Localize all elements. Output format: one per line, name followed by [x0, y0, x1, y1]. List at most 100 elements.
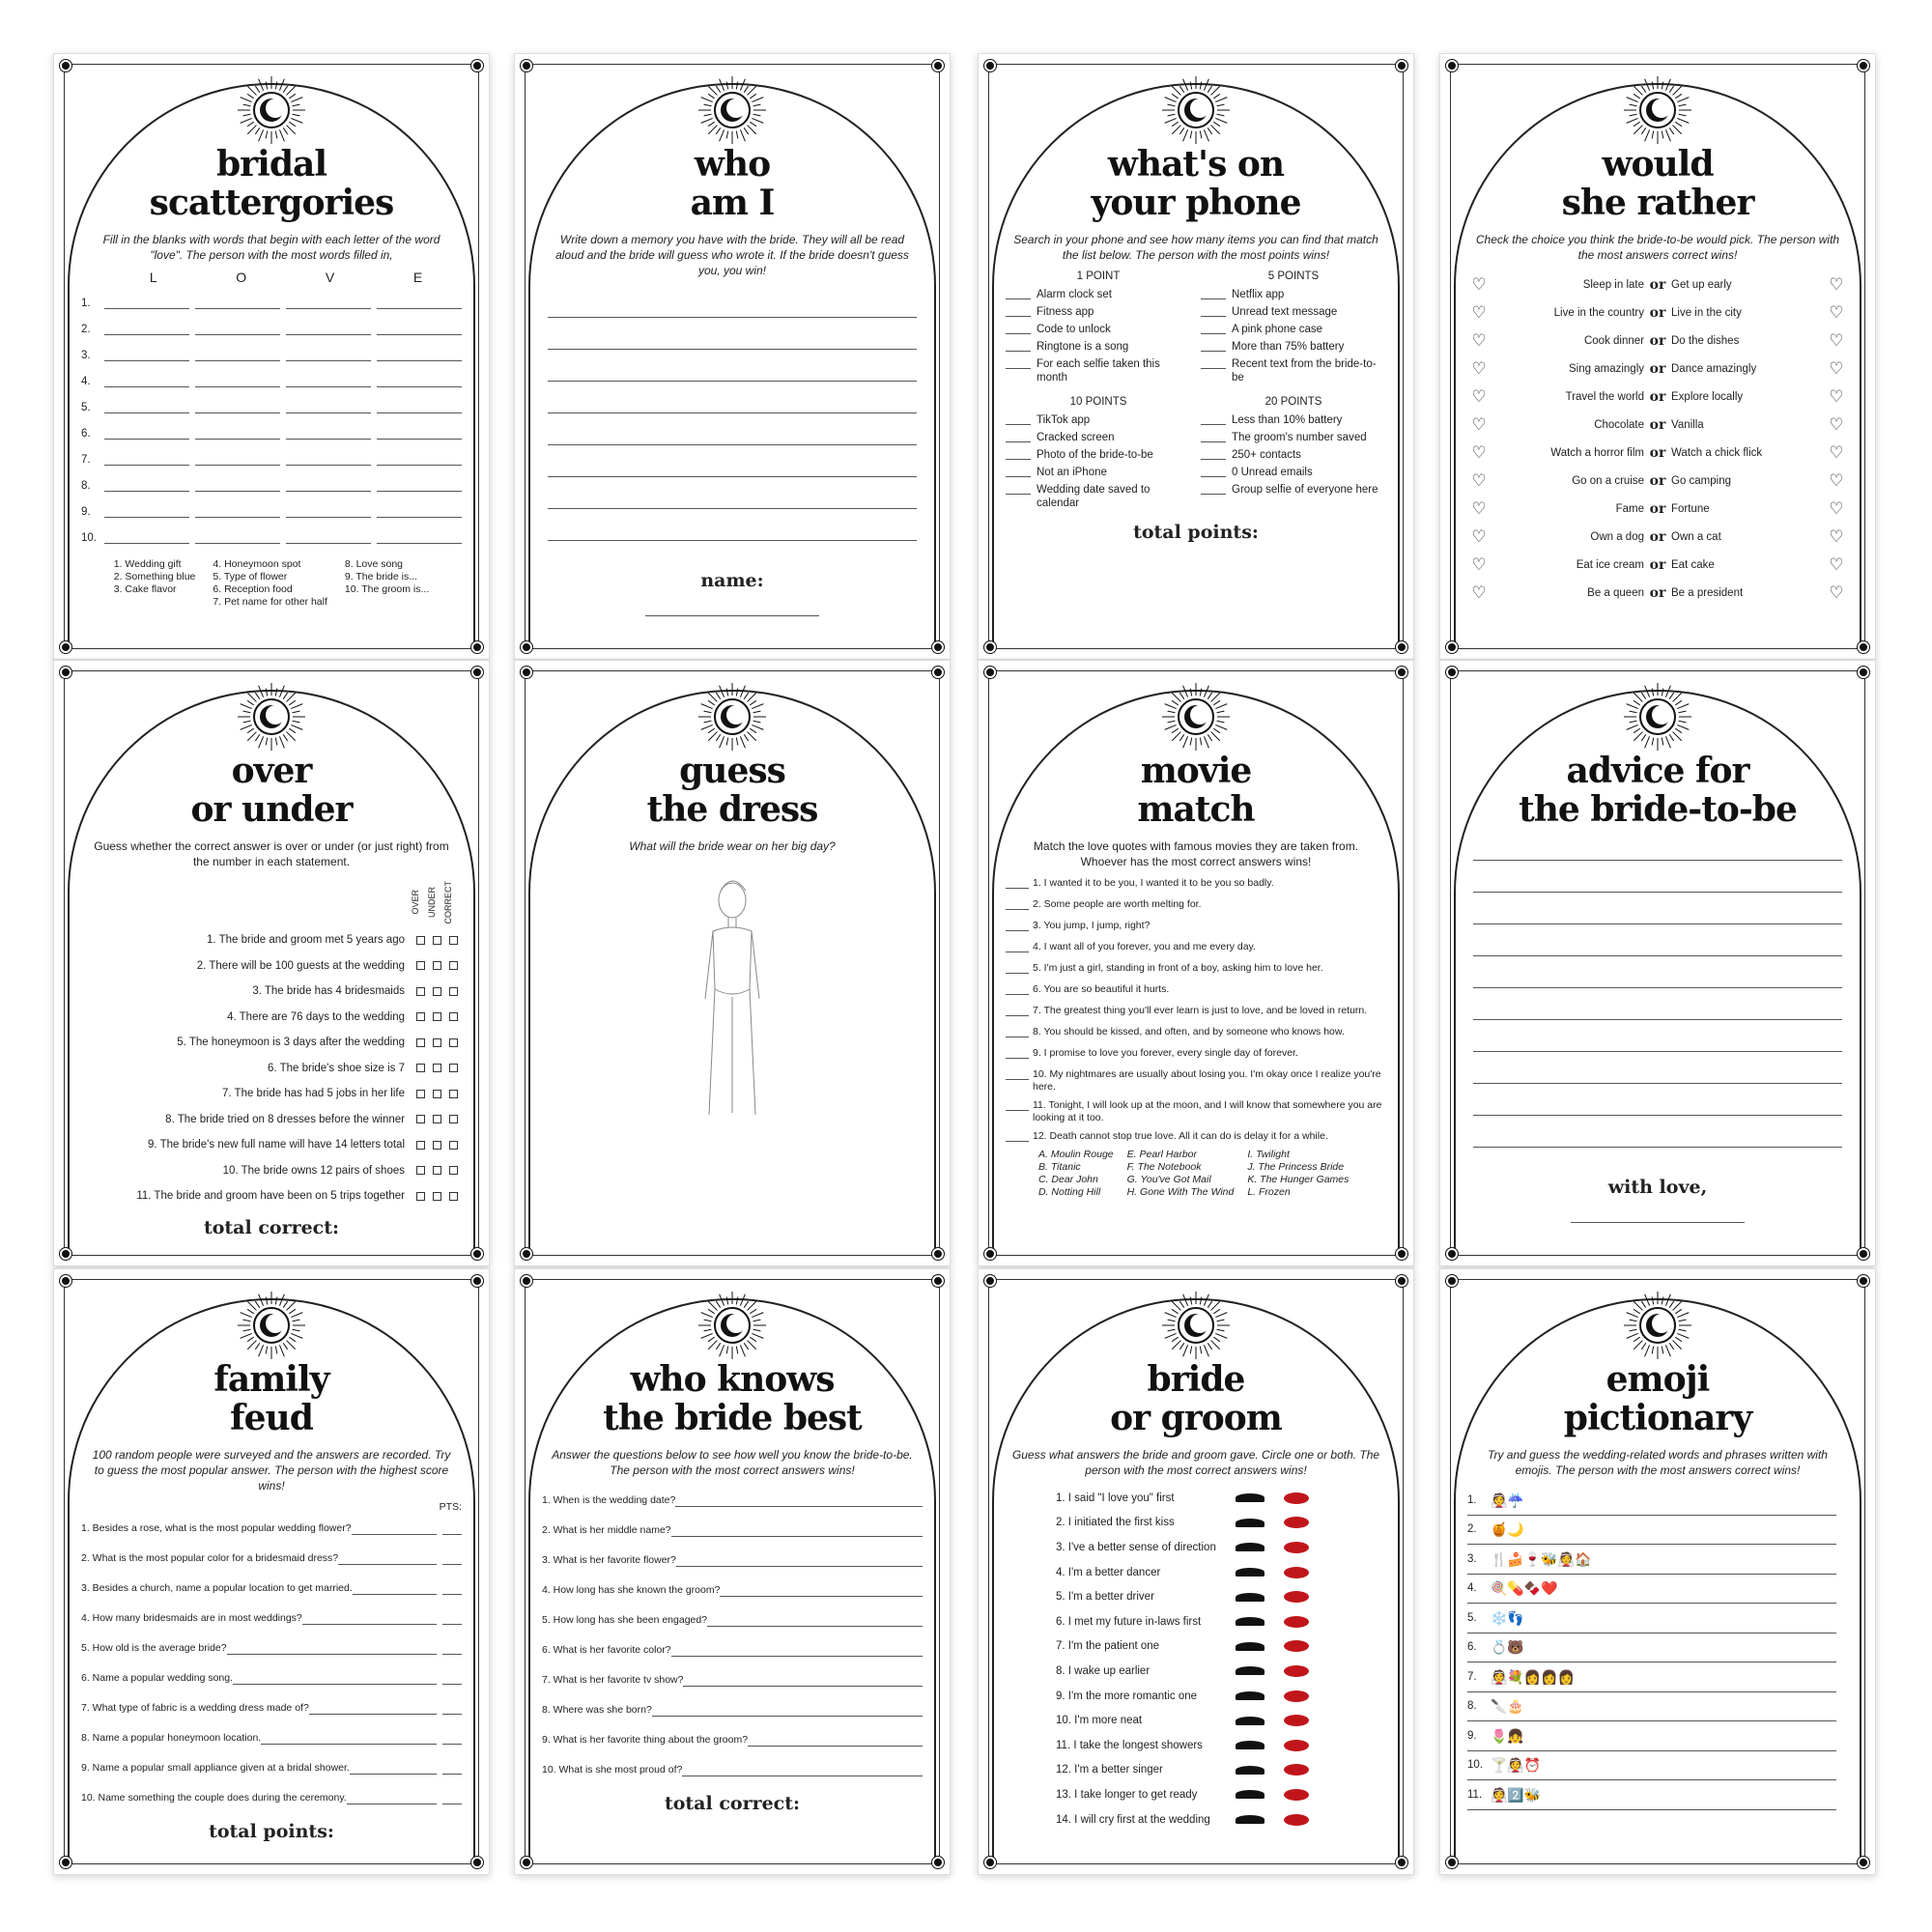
lips-icon[interactable] — [1284, 1640, 1309, 1653]
write-line[interactable] — [1473, 924, 1842, 956]
checkbox[interactable] — [433, 1166, 441, 1176]
checkbox[interactable] — [433, 1140, 441, 1150]
mustache-icon[interactable] — [1236, 1568, 1264, 1577]
blank-line[interactable] — [195, 376, 280, 387]
blank-line[interactable] — [286, 324, 371, 335]
emoji-row[interactable]: 10. 🍸👰⏰ — [1467, 1751, 1836, 1780]
emoji-row[interactable]: 11. 👰2️⃣🐝 — [1467, 1780, 1836, 1810]
checkbox[interactable] — [449, 1037, 458, 1047]
heart-checkbox-icon[interactable]: ♡ — [1471, 358, 1487, 378]
blank-line[interactable] — [195, 454, 280, 466]
blank-line[interactable] — [104, 376, 189, 387]
emoji-row[interactable]: 6. 💍🐻 — [1467, 1634, 1836, 1662]
blank-line[interactable] — [377, 428, 462, 440]
checkbox[interactable] — [416, 1115, 425, 1124]
blank-line[interactable] — [377, 324, 462, 335]
heart-checkbox-icon[interactable]: ♡ — [1829, 442, 1844, 462]
write-line[interactable] — [1473, 1116, 1842, 1148]
checkbox[interactable] — [433, 961, 441, 971]
checkbox[interactable] — [449, 986, 458, 996]
answer-line[interactable] — [301, 1613, 437, 1625]
checkbox[interactable] — [433, 1089, 441, 1098]
blank-line[interactable] — [104, 428, 189, 440]
heart-checkbox-icon[interactable]: ♡ — [1471, 302, 1487, 322]
checkbox[interactable] — [433, 1012, 441, 1022]
lips-icon[interactable] — [1284, 1517, 1309, 1529]
blank-line[interactable] — [377, 376, 462, 387]
answer-line[interactable] — [261, 1733, 437, 1745]
mustache-icon[interactable] — [1236, 1741, 1264, 1750]
heart-checkbox-icon[interactable]: ♡ — [1829, 498, 1844, 518]
checkbox[interactable] — [416, 1037, 425, 1047]
mustache-icon[interactable] — [1236, 1691, 1264, 1701]
write-line[interactable] — [1473, 988, 1842, 1020]
blank-line[interactable] — [377, 532, 462, 544]
blank-line[interactable] — [286, 350, 371, 361]
checkbox[interactable] — [416, 961, 425, 971]
blank-line[interactable] — [377, 298, 462, 309]
lips-icon[interactable] — [1284, 1492, 1309, 1504]
emoji-row[interactable]: 5. ❄️👣 — [1467, 1604, 1836, 1634]
mustache-icon[interactable] — [1236, 1666, 1264, 1676]
heart-checkbox-icon[interactable]: ♡ — [1471, 386, 1487, 406]
answer-line[interactable] — [682, 1765, 923, 1776]
heart-checkbox-icon[interactable]: ♡ — [1829, 274, 1844, 294]
checkbox[interactable] — [433, 1115, 441, 1124]
checkbox[interactable] — [449, 935, 458, 945]
blank-line[interactable] — [286, 376, 371, 387]
blank-line[interactable] — [377, 480, 462, 492]
heart-checkbox-icon[interactable]: ♡ — [1829, 386, 1844, 406]
checkbox[interactable] — [449, 1191, 458, 1201]
checkbox[interactable] — [416, 935, 425, 945]
lips-icon[interactable] — [1284, 1764, 1309, 1776]
answer-line[interactable] — [349, 1763, 437, 1775]
heart-checkbox-icon[interactable]: ♡ — [1829, 330, 1844, 350]
write-line[interactable] — [1473, 956, 1842, 988]
blank-line[interactable] — [286, 506, 371, 518]
write-line[interactable] — [1473, 1052, 1842, 1084]
write-line[interactable] — [548, 413, 917, 445]
checkbox[interactable] — [433, 935, 441, 945]
emoji-row[interactable]: 7. 👰💐👩👩👩 — [1467, 1662, 1836, 1692]
checkbox[interactable] — [416, 1064, 425, 1073]
emoji-row[interactable]: 4. 🍭💊🍫❤️ — [1467, 1575, 1836, 1604]
blank-line[interactable] — [195, 402, 280, 413]
heart-checkbox-icon[interactable]: ♡ — [1829, 358, 1844, 378]
answer-line[interactable] — [338, 1553, 437, 1565]
checkbox[interactable] — [416, 986, 425, 996]
mustache-icon[interactable] — [1236, 1641, 1264, 1651]
blank-line[interactable] — [104, 298, 189, 309]
blank-line[interactable] — [195, 298, 280, 309]
mustache-icon[interactable] — [1236, 1617, 1264, 1627]
checkbox[interactable] — [433, 986, 441, 996]
blank-line[interactable] — [286, 480, 371, 492]
heart-checkbox-icon[interactable]: ♡ — [1829, 526, 1844, 546]
checkbox[interactable] — [433, 1064, 441, 1073]
blank-line[interactable] — [377, 350, 462, 361]
write-line[interactable] — [1473, 829, 1842, 861]
blank-line[interactable] — [286, 428, 371, 440]
emoji-row[interactable]: 1. 👰☔ — [1467, 1486, 1836, 1516]
blank-line[interactable] — [104, 324, 189, 335]
heart-checkbox-icon[interactable]: ♡ — [1471, 470, 1487, 490]
signature-line[interactable] — [1571, 1211, 1745, 1223]
checkbox[interactable] — [449, 1012, 458, 1022]
blank-line[interactable] — [104, 454, 189, 466]
write-line[interactable] — [1473, 1084, 1842, 1116]
checkbox[interactable] — [416, 1166, 425, 1176]
heart-checkbox-icon[interactable]: ♡ — [1471, 526, 1487, 546]
checkbox[interactable] — [416, 1089, 425, 1098]
checkbox[interactable] — [449, 1166, 458, 1176]
blank-line[interactable] — [195, 350, 280, 361]
emoji-row[interactable]: 8. 🔪🎂 — [1467, 1692, 1836, 1721]
lips-icon[interactable] — [1284, 1813, 1309, 1826]
answer-line[interactable] — [683, 1675, 923, 1687]
write-line[interactable] — [1473, 893, 1842, 924]
lips-icon[interactable] — [1284, 1615, 1309, 1628]
blank-line[interactable] — [286, 532, 371, 544]
answer-line[interactable] — [352, 1583, 437, 1595]
write-line[interactable] — [548, 318, 917, 350]
answer-line[interactable] — [670, 1525, 923, 1537]
write-line[interactable] — [548, 382, 917, 413]
blank-line[interactable] — [104, 506, 189, 518]
